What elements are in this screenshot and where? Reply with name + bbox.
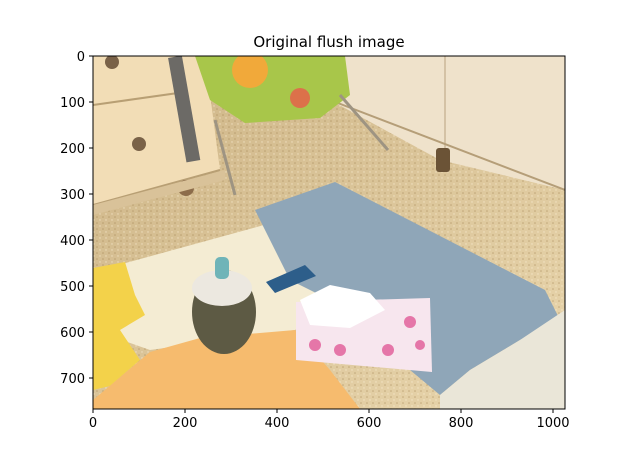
y-tick-label: 200 — [60, 142, 85, 157]
y-tick-label: 0 — [77, 50, 85, 65]
x-tick-label: 400 — [265, 416, 290, 431]
y-tick-label: 700 — [60, 372, 85, 387]
x-tick-label: 800 — [449, 416, 474, 431]
axes-frame — [92, 55, 566, 410]
x-axis: 0 200 400 600 800 1000 — [89, 409, 570, 431]
y-tick-label: 600 — [60, 326, 85, 341]
y-tick-label: 400 — [60, 234, 85, 249]
photo-image — [93, 56, 565, 409]
x-tick-label: 200 — [173, 416, 198, 431]
x-tick-label: 1000 — [536, 416, 569, 431]
y-tick-label: 500 — [60, 280, 85, 295]
y-tick-label: 300 — [60, 188, 85, 203]
y-tick-label: 100 — [60, 96, 85, 111]
y-axis: 0 100 200 300 400 500 600 700 — [60, 50, 93, 387]
x-tick-label: 600 — [357, 416, 382, 431]
x-tick-label: 0 — [89, 416, 97, 431]
chart-title: Original flush image — [253, 33, 404, 51]
